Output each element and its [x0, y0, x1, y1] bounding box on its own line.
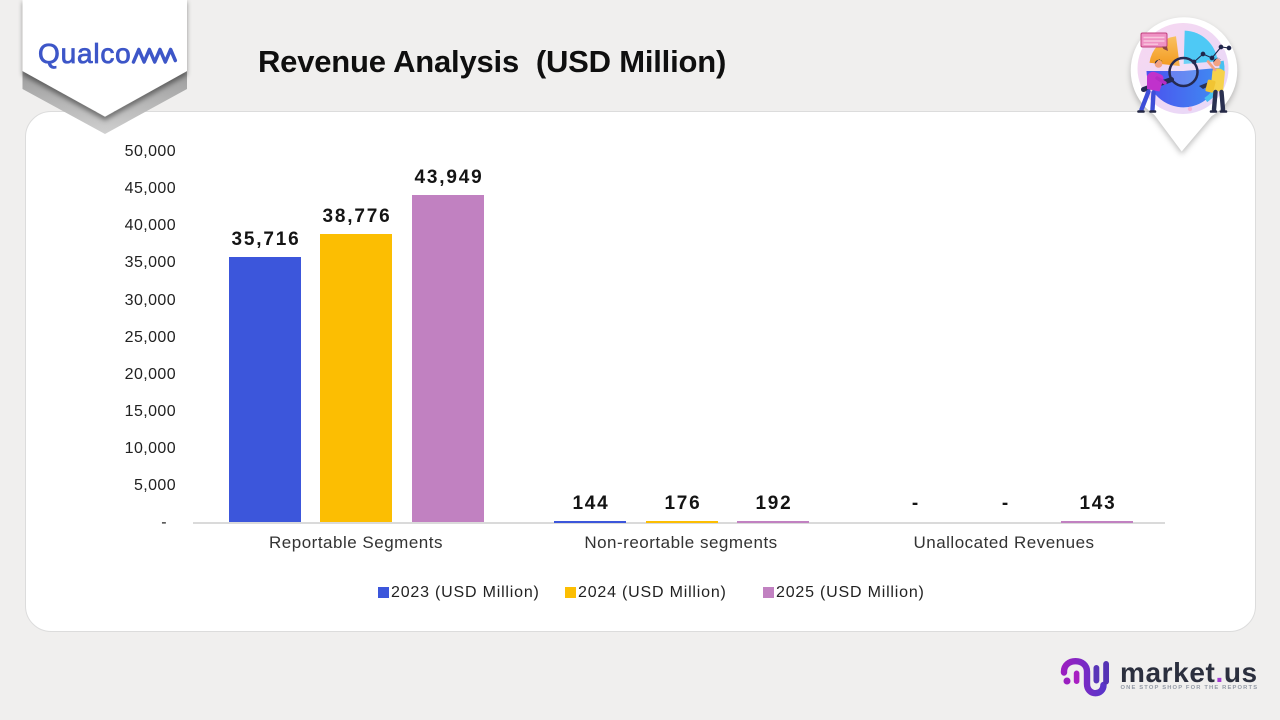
svg-text:Qualco: Qualco — [38, 38, 132, 69]
svg-text:ONE STOP SHOP FOR THE REPORTS: ONE STOP SHOP FOR THE REPORTS — [1121, 685, 1259, 691]
svg-text:market.us: market.us — [1120, 657, 1258, 688]
